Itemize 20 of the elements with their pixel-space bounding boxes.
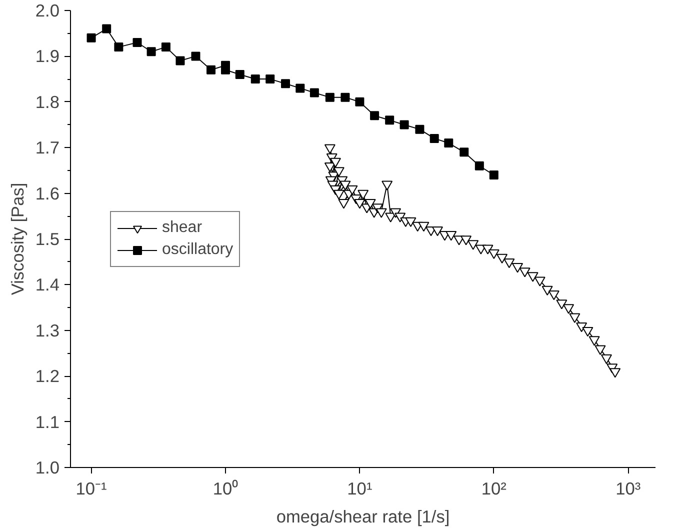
y-tick-label: 1.0 <box>35 458 60 478</box>
x-tick-label: 10⁻¹ <box>76 478 108 498</box>
x-tick-label: 10¹ <box>347 478 372 498</box>
y-tick-label: 1.6 <box>35 183 60 204</box>
x-tick-label: 10³ <box>616 478 641 498</box>
x-tick-label: 10² <box>481 478 507 498</box>
y-tick-label: 1.3 <box>35 320 60 340</box>
y-axis-title: Viscosity [Pas] <box>7 182 28 296</box>
y-tick-label: 1.8 <box>35 92 60 112</box>
legend-label: shear <box>162 218 202 236</box>
y-tick-label: 1.4 <box>35 274 60 295</box>
legend-label: oscillatory <box>162 240 234 258</box>
x-tick-label: 10⁰ <box>212 478 238 498</box>
y-tick-label: 1.5 <box>35 229 60 249</box>
y-tick-label: 1.7 <box>35 138 60 158</box>
y-tick-label: 1.2 <box>35 366 60 386</box>
x-axis-title: omega/shear rate [1/s] <box>276 506 450 526</box>
y-tick-label: 1.1 <box>35 412 60 432</box>
y-tick-label: 2.0 <box>35 0 60 20</box>
y-tick-label: 1.9 <box>35 46 60 66</box>
